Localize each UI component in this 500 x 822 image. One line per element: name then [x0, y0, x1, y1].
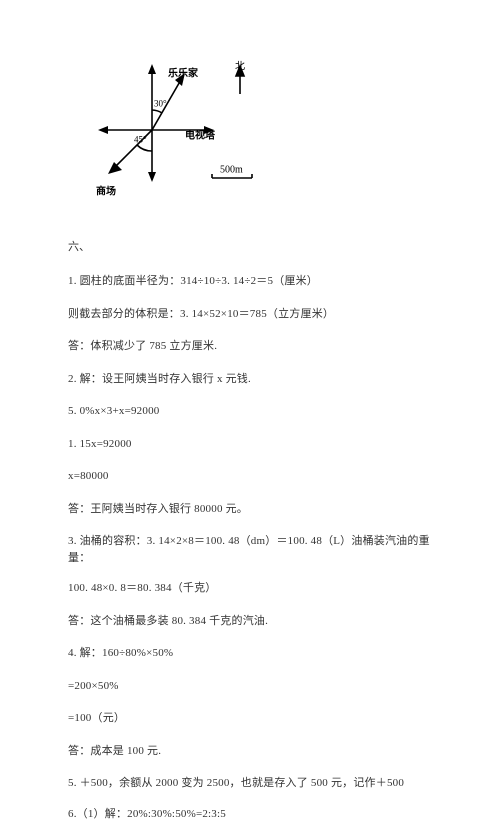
solution-line: 5. ＋500，余额从 2000 变为 2500，也就是存入了 500 元，记作…: [68, 775, 432, 792]
compass-diagram: 北 乐乐家 电视塔 商场 30° 45° 500m: [90, 60, 432, 211]
svg-text:北: 北: [235, 60, 245, 72]
solution-line: 5. 0%x×3+x=92000: [68, 403, 432, 420]
svg-text:500m: 500m: [220, 164, 243, 175]
solution-line: 3. 油桶的容积：3. 14×2×8＝100. 48（dm）＝100. 48（L…: [68, 533, 432, 566]
solution-line: 6.（1）解：20%:30%:50%=2:3:5: [68, 806, 432, 822]
solution-line: 答：体积减少了 785 立方厘米.: [68, 338, 432, 355]
solution-line: 则截去部分的体积是：3. 14×52×10＝785（立方厘米）: [68, 306, 432, 323]
solution-line: =200×50%: [68, 678, 432, 695]
svg-text:30°: 30°: [154, 98, 167, 108]
svg-text:乐乐家: 乐乐家: [168, 66, 199, 79]
solution-line: 答：成本是 100 元.: [68, 743, 432, 760]
solution-line: 100. 48×0. 8＝80. 384（千克）: [68, 580, 432, 597]
solution-line: 1. 圆柱的底面半径为：314÷10÷3. 14÷2＝5（厘米）: [68, 273, 432, 290]
svg-text:电视塔: 电视塔: [185, 128, 216, 141]
solution-line: 4. 解：160÷80%×50%: [68, 645, 432, 662]
solution-line: 2. 解：设王阿姨当时存入银行 x 元钱.: [68, 371, 432, 388]
solution-line: 1. 15x=92000: [68, 436, 432, 453]
solution-line: 答：王阿姨当时存入银行 80000 元。: [68, 501, 432, 518]
svg-text:45°: 45°: [134, 134, 147, 144]
solution-line: x=80000: [68, 468, 432, 485]
solution-line: =100（元）: [68, 710, 432, 727]
solution-line: 答：这个油桶最多装 80. 384 千克的汽油.: [68, 613, 432, 630]
section-header: 六、: [68, 239, 432, 256]
svg-text:商场: 商场: [96, 184, 116, 197]
